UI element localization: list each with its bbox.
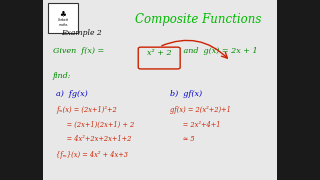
FancyBboxPatch shape	[48, 3, 78, 33]
Text: Composite Functions: Composite Functions	[135, 13, 261, 26]
Text: Corbett
maths: Corbett maths	[58, 18, 68, 27]
Text: and  g(x) = 2x + 1: and g(x) = 2x + 1	[181, 47, 257, 55]
Text: a)  fg(x): a) fg(x)	[56, 90, 88, 98]
Text: fₘ(x) = (2x+1)²+2: fₘ(x) = (2x+1)²+2	[56, 106, 117, 114]
Text: = 2x²+4+1: = 2x²+4+1	[170, 121, 220, 129]
Text: gf(x) = 2(x²+2)+1: gf(x) = 2(x²+2)+1	[170, 106, 230, 114]
Text: find:: find:	[53, 72, 71, 80]
Text: x² + 2: x² + 2	[147, 49, 172, 57]
Text: Given  f(x) =: Given f(x) =	[53, 47, 107, 55]
Text: ♣: ♣	[60, 9, 67, 18]
FancyBboxPatch shape	[43, 0, 277, 180]
Text: Example 2: Example 2	[61, 29, 101, 37]
Text: = (2x+1)(2x+1) + 2: = (2x+1)(2x+1) + 2	[56, 121, 134, 129]
Text: b)  gf(x): b) gf(x)	[170, 90, 202, 98]
Text: {fₘ}(x) = 4x² + 4x+3: {fₘ}(x) = 4x² + 4x+3	[56, 151, 128, 159]
Text: = 4x²+2x+2x+1+2: = 4x²+2x+2x+1+2	[56, 135, 132, 143]
Text: ≃ 5: ≃ 5	[170, 135, 194, 143]
